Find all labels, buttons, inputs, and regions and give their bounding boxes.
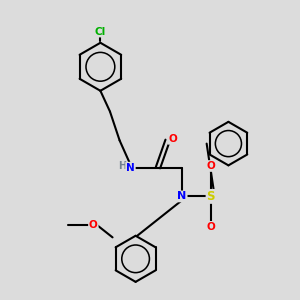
Text: O: O: [206, 161, 215, 171]
Text: O: O: [168, 134, 177, 144]
Text: Cl: Cl: [95, 27, 106, 37]
Text: N: N: [126, 163, 135, 172]
Text: O: O: [89, 220, 98, 230]
Text: N: N: [177, 191, 187, 201]
Text: H: H: [118, 161, 126, 171]
Text: S: S: [207, 190, 215, 203]
Text: O: O: [206, 222, 215, 232]
